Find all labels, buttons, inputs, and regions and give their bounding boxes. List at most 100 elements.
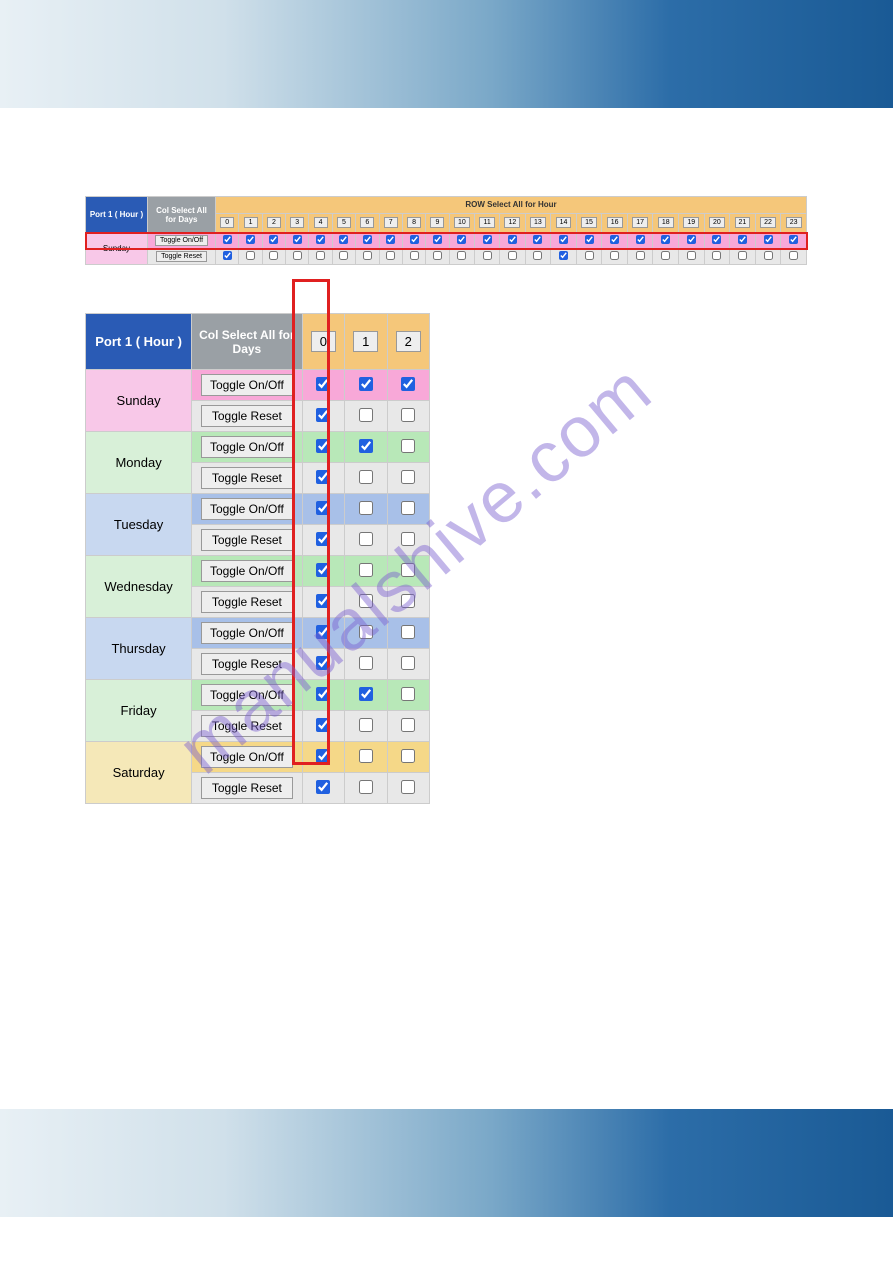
- reset-checkbox[interactable]: [359, 594, 373, 608]
- reset-checkbox[interactable]: [533, 251, 542, 260]
- reset-checkbox[interactable]: [363, 251, 372, 260]
- reset-checkbox[interactable]: [316, 656, 330, 670]
- toggle-reset-button[interactable]: Toggle Reset: [201, 529, 293, 551]
- hour-button[interactable]: 19: [683, 217, 699, 228]
- reset-checkbox[interactable]: [483, 251, 492, 260]
- schedule-checkbox[interactable]: [401, 501, 415, 515]
- reset-checkbox[interactable]: [401, 470, 415, 484]
- schedule-checkbox[interactable]: [585, 235, 594, 244]
- hour-button[interactable]: 7: [384, 217, 398, 228]
- reset-checkbox[interactable]: [359, 718, 373, 732]
- reset-checkbox[interactable]: [316, 470, 330, 484]
- schedule-checkbox[interactable]: [316, 625, 330, 639]
- schedule-checkbox[interactable]: [610, 235, 619, 244]
- hour-button[interactable]: 2: [267, 217, 281, 228]
- schedule-checkbox[interactable]: [401, 749, 415, 763]
- hour-button[interactable]: 17: [632, 217, 648, 228]
- schedule-checkbox[interactable]: [316, 377, 330, 391]
- hour-button[interactable]: 11: [479, 217, 494, 228]
- reset-checkbox[interactable]: [359, 780, 373, 794]
- schedule-checkbox[interactable]: [293, 235, 302, 244]
- toggle-reset-button[interactable]: Toggle Reset: [201, 653, 293, 675]
- schedule-checkbox[interactable]: [401, 563, 415, 577]
- reset-checkbox[interactable]: [401, 656, 415, 670]
- toggle-on-button[interactable]: Toggle On/Off: [201, 622, 293, 644]
- schedule-checkbox[interactable]: [316, 563, 330, 577]
- toggle-on-button[interactable]: Toggle On/Off: [201, 684, 293, 706]
- schedule-checkbox[interactable]: [359, 749, 373, 763]
- toggle-reset-button[interactable]: Toggle Reset: [201, 777, 293, 799]
- reset-checkbox[interactable]: [339, 251, 348, 260]
- schedule-checkbox[interactable]: [789, 235, 798, 244]
- reset-checkbox[interactable]: [738, 251, 747, 260]
- schedule-checkbox[interactable]: [738, 235, 747, 244]
- schedule-checkbox[interactable]: [269, 235, 278, 244]
- reset-checkbox[interactable]: [401, 532, 415, 546]
- toggle-on-button[interactable]: Toggle On/Off: [201, 746, 293, 768]
- schedule-checkbox[interactable]: [359, 377, 373, 391]
- toggle-on-button[interactable]: Toggle On/Off: [201, 560, 293, 582]
- schedule-checkbox[interactable]: [223, 235, 232, 244]
- hour-button[interactable]: 0: [220, 217, 234, 228]
- schedule-checkbox[interactable]: [410, 235, 419, 244]
- reset-checkbox[interactable]: [559, 251, 568, 260]
- reset-checkbox[interactable]: [401, 780, 415, 794]
- hour-button[interactable]: 9: [430, 217, 444, 228]
- hour-button[interactable]: 14: [556, 217, 572, 228]
- schedule-checkbox[interactable]: [246, 235, 255, 244]
- schedule-checkbox[interactable]: [386, 235, 395, 244]
- toggle-on-button[interactable]: Toggle On/Off: [201, 498, 293, 520]
- hour-button[interactable]: 18: [658, 217, 674, 228]
- toggle-reset-button[interactable]: Toggle Reset: [201, 405, 293, 427]
- schedule-checkbox[interactable]: [457, 235, 466, 244]
- reset-checkbox[interactable]: [585, 251, 594, 260]
- reset-checkbox[interactable]: [661, 251, 670, 260]
- hour-button[interactable]: 3: [290, 217, 304, 228]
- reset-checkbox[interactable]: [316, 251, 325, 260]
- reset-checkbox[interactable]: [316, 532, 330, 546]
- schedule-checkbox[interactable]: [559, 235, 568, 244]
- schedule-checkbox[interactable]: [401, 377, 415, 391]
- reset-checkbox[interactable]: [359, 408, 373, 422]
- schedule-checkbox[interactable]: [401, 439, 415, 453]
- reset-checkbox[interactable]: [508, 251, 517, 260]
- reset-checkbox[interactable]: [789, 251, 798, 260]
- schedule-checkbox[interactable]: [316, 749, 330, 763]
- schedule-checkbox[interactable]: [339, 235, 348, 244]
- toggle-reset-button[interactable]: Toggle Reset: [156, 251, 207, 262]
- schedule-checkbox[interactable]: [359, 439, 373, 453]
- reset-checkbox[interactable]: [316, 408, 330, 422]
- schedule-checkbox[interactable]: [359, 687, 373, 701]
- hour-button[interactable]: 16: [607, 217, 623, 228]
- reset-checkbox[interactable]: [636, 251, 645, 260]
- reset-checkbox[interactable]: [610, 251, 619, 260]
- reset-checkbox[interactable]: [269, 251, 278, 260]
- reset-checkbox[interactable]: [359, 470, 373, 484]
- reset-checkbox[interactable]: [223, 251, 232, 260]
- toggle-reset-button[interactable]: Toggle Reset: [201, 715, 293, 737]
- schedule-checkbox[interactable]: [636, 235, 645, 244]
- reset-checkbox[interactable]: [457, 251, 466, 260]
- hour-button[interactable]: 21: [735, 217, 751, 228]
- schedule-checkbox[interactable]: [359, 563, 373, 577]
- hour-button[interactable]: 10: [454, 217, 470, 228]
- hour-button[interactable]: 23: [786, 217, 802, 228]
- reset-checkbox[interactable]: [359, 656, 373, 670]
- hour-button-2[interactable]: 2: [396, 331, 421, 352]
- reset-checkbox[interactable]: [293, 251, 302, 260]
- hour-button[interactable]: 12: [504, 217, 520, 228]
- schedule-checkbox[interactable]: [316, 235, 325, 244]
- schedule-checkbox[interactable]: [401, 625, 415, 639]
- schedule-checkbox[interactable]: [433, 235, 442, 244]
- schedule-checkbox[interactable]: [359, 501, 373, 515]
- hour-button[interactable]: 6: [360, 217, 374, 228]
- reset-checkbox[interactable]: [316, 594, 330, 608]
- schedule-checkbox[interactable]: [533, 235, 542, 244]
- schedule-checkbox[interactable]: [316, 439, 330, 453]
- reset-checkbox[interactable]: [401, 594, 415, 608]
- reset-checkbox[interactable]: [316, 718, 330, 732]
- hour-button[interactable]: 22: [760, 217, 776, 228]
- reset-checkbox[interactable]: [246, 251, 255, 260]
- schedule-checkbox[interactable]: [401, 687, 415, 701]
- reset-checkbox[interactable]: [764, 251, 773, 260]
